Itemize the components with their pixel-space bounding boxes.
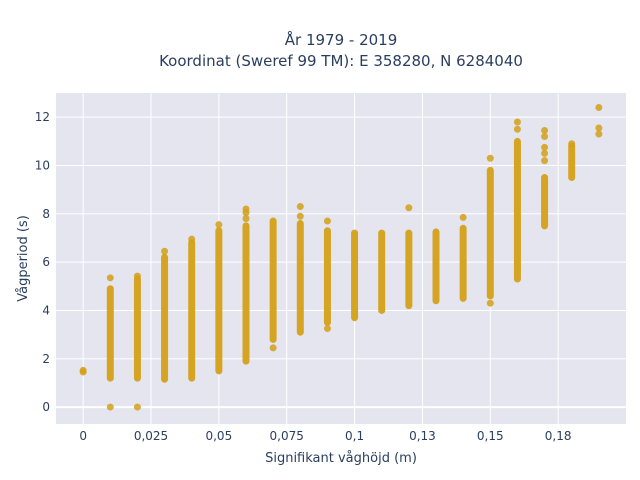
data-point	[106, 274, 114, 282]
data-point	[541, 126, 549, 134]
x-tick-label: 0	[79, 429, 87, 443]
data-point	[242, 205, 250, 213]
data-point	[541, 143, 549, 151]
data-point	[296, 203, 304, 211]
data-point	[133, 403, 141, 411]
data-point	[79, 366, 87, 374]
data-point	[513, 118, 521, 126]
data-point	[269, 344, 277, 352]
y-tick-label: 6	[42, 255, 50, 269]
plot-area	[56, 93, 626, 424]
data-point-cluster	[188, 239, 196, 382]
data-point	[296, 212, 304, 220]
x-tick-label: 0,1	[345, 429, 364, 443]
data-point	[133, 272, 141, 280]
data-point-cluster	[351, 229, 359, 322]
data-point	[486, 299, 494, 307]
data-point	[486, 154, 494, 162]
data-point	[541, 157, 549, 165]
x-tick-label: 0,025	[134, 429, 168, 443]
y-axis-title: Vågperiod (s)	[16, 215, 31, 302]
data-point-cluster	[432, 228, 440, 305]
data-point-cluster	[133, 275, 141, 382]
data-point-cluster	[161, 253, 169, 383]
data-point	[568, 140, 576, 148]
y-tick-label: 8	[42, 207, 50, 221]
data-point	[323, 217, 331, 225]
x-tick-label: 0,13	[409, 429, 436, 443]
data-point	[161, 247, 169, 255]
data-point-cluster	[513, 137, 521, 283]
data-point-cluster	[215, 227, 223, 375]
data-point-cluster	[296, 219, 304, 336]
data-point	[595, 130, 603, 138]
data-point-cluster	[106, 285, 114, 382]
data-point	[595, 103, 603, 111]
x-tick-label: 0,18	[545, 429, 572, 443]
data-point	[513, 125, 521, 133]
x-tick-label: 0,075	[270, 429, 304, 443]
data-point-cluster	[378, 229, 386, 314]
data-point	[541, 149, 549, 157]
y-tick-label: 10	[35, 158, 50, 172]
y-tick-label: 0	[42, 400, 50, 414]
data-point	[459, 213, 467, 221]
data-point	[215, 221, 223, 229]
data-point	[405, 204, 413, 212]
data-point-cluster	[269, 217, 277, 343]
chart-title: År 1979 - 2019	[285, 30, 398, 49]
y-tick-label: 2	[42, 352, 50, 366]
data-point-cluster	[323, 227, 331, 327]
chart-subtitle: Koordinat (Sweref 99 TM): E 358280, N 62…	[159, 52, 523, 70]
data-point	[323, 325, 331, 333]
data-point-cluster	[486, 166, 494, 300]
data-point	[106, 403, 114, 411]
data-point-cluster	[405, 229, 413, 310]
tick-labels: 0 0,025 0,05 0,075 0,1 0,13 0,15 0,18 0 2 4 6 8 10 12	[35, 110, 572, 443]
data-point	[541, 132, 549, 140]
data-points	[79, 103, 603, 411]
data-point	[242, 215, 250, 223]
data-point	[595, 124, 603, 132]
data-point	[188, 235, 196, 243]
x-tick-label: 0,15	[477, 429, 504, 443]
y-tick-label: 12	[35, 110, 50, 124]
x-axis-title: Signifikant våghöjd (m)	[265, 451, 417, 466]
y-tick-label: 4	[42, 303, 50, 317]
data-point-cluster	[242, 222, 250, 365]
data-point-cluster	[568, 142, 576, 182]
data-point-cluster	[541, 174, 549, 230]
x-tick-label: 0,05	[205, 429, 232, 443]
grid	[56, 93, 626, 424]
data-point-cluster	[459, 224, 467, 302]
